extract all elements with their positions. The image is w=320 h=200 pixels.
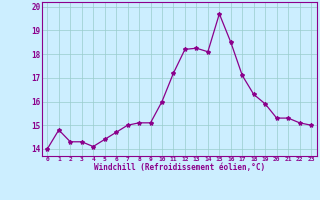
X-axis label: Windchill (Refroidissement éolien,°C): Windchill (Refroidissement éolien,°C)	[94, 163, 265, 172]
